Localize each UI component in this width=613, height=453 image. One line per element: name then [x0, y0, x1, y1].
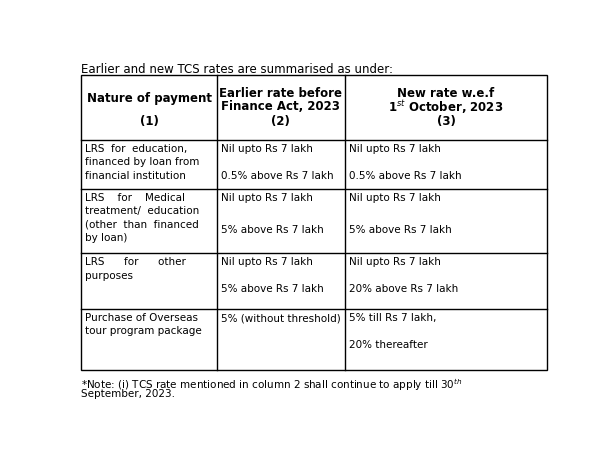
Text: Earlier rate before: Earlier rate before [219, 87, 343, 100]
Text: by loan): by loan) [85, 232, 128, 243]
Text: Purchase of Overseas: Purchase of Overseas [85, 313, 198, 323]
Text: 0.5% above Rs 7 lakh: 0.5% above Rs 7 lakh [221, 170, 333, 180]
Text: Nil upto Rs 7 lakh: Nil upto Rs 7 lakh [221, 193, 313, 203]
Text: Earlier and new TCS rates are summarised as under:: Earlier and new TCS rates are summarised… [82, 63, 394, 76]
Text: 5% above Rs 7 lakh: 5% above Rs 7 lakh [221, 225, 323, 235]
Text: (other  than  financed: (other than financed [85, 219, 199, 229]
Text: September, 2023.: September, 2023. [82, 389, 175, 399]
Text: 5% (without threshold): 5% (without threshold) [221, 313, 340, 323]
Bar [82, 75, 547, 370]
Text: 20% thereafter: 20% thereafter [349, 340, 428, 350]
Text: *Note: (i) TCS rate mentioned in column 2 shall continue to apply till 30$^{th}$: *Note: (i) TCS rate mentioned in column … [82, 377, 463, 393]
Text: Finance Act, 2023: Finance Act, 2023 [221, 101, 340, 113]
Text: financed by loan from: financed by loan from [85, 157, 200, 167]
Text: treatment/  education: treatment/ education [85, 206, 199, 216]
Text: 0.5% above Rs 7 lakh: 0.5% above Rs 7 lakh [349, 170, 462, 180]
Text: Nature of payment: Nature of payment [86, 92, 211, 106]
Text: Nil upto Rs 7 lakh: Nil upto Rs 7 lakh [349, 257, 441, 267]
Text: LRS    for    Medical: LRS for Medical [85, 193, 185, 203]
Text: financial institution: financial institution [85, 170, 186, 180]
Text: (2): (2) [272, 115, 291, 128]
Text: (1): (1) [140, 115, 159, 128]
Text: 1$^{st}$ October, 2023: 1$^{st}$ October, 2023 [388, 98, 504, 116]
Text: 5% above Rs 7 lakh: 5% above Rs 7 lakh [221, 284, 323, 294]
Text: (3): (3) [436, 115, 455, 128]
Text: Nil upto Rs 7 lakh: Nil upto Rs 7 lakh [221, 144, 313, 154]
Text: 5% till Rs 7 lakh,: 5% till Rs 7 lakh, [349, 313, 436, 323]
Text: Nil upto Rs 7 lakh: Nil upto Rs 7 lakh [221, 257, 313, 267]
Text: 5% above Rs 7 lakh: 5% above Rs 7 lakh [349, 225, 452, 235]
Text: New rate w.e.f: New rate w.e.f [397, 87, 495, 100]
Text: Nil upto Rs 7 lakh: Nil upto Rs 7 lakh [349, 193, 441, 203]
Text: LRS      for      other: LRS for other [85, 257, 186, 267]
Text: 20% above Rs 7 lakh: 20% above Rs 7 lakh [349, 284, 458, 294]
Text: Nil upto Rs 7 lakh: Nil upto Rs 7 lakh [349, 144, 441, 154]
Text: tour program package: tour program package [85, 327, 202, 337]
Text: purposes: purposes [85, 270, 133, 280]
Text: LRS  for  education,: LRS for education, [85, 144, 188, 154]
